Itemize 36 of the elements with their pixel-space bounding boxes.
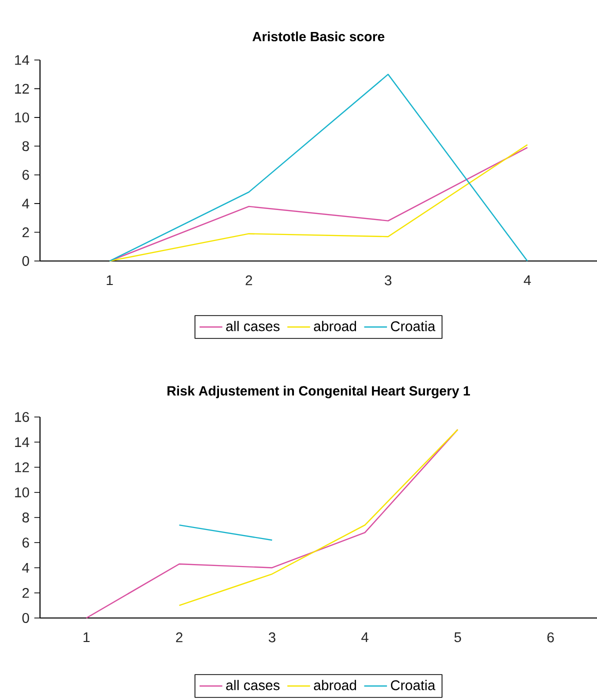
y-tick-label: 0 [22,613,30,623]
legend-label: abroad [314,680,356,690]
legend-label: Croatia [390,320,436,332]
chart-title: Risk Adjustement in Congenital Heart Surgery 1 [168,386,470,398]
legend-label: Croatia [390,680,436,690]
chart-title: Aristotle Basic score [252,31,384,42]
y-tick-label: 8 [22,512,29,522]
x-tick-label: 2 [246,275,252,286]
legend-label: all cases [226,320,280,332]
x-tick-label: 1 [84,632,90,642]
x-tick-label: 3 [268,632,276,642]
y-tick-label: 10 [15,487,30,498]
y-tick-label: 2 [22,227,29,238]
y-tick-label: 12 [15,462,29,472]
y-tick-label: 6 [22,538,29,548]
y-tick-label: 4 [22,198,30,208]
x-tick-label: 4 [361,632,368,642]
x-tick-label: 3 [384,275,392,286]
y-tick-label: 16 [15,412,29,422]
y-tick-label: 0 [22,256,30,266]
y-tick-label: 4 [22,562,30,573]
y-tick-label: 10 [15,112,30,122]
x-tick-label: 5 [454,632,462,642]
y-tick-label: 14 [15,437,30,447]
y-tick-label: 14 [15,55,30,65]
y-tick-label: 8 [22,141,29,152]
y-tick-label: 12 [15,84,29,94]
legend-label: all cases [226,680,280,690]
legend-label: abroad [314,320,356,332]
x-tick-label: 4 [524,275,531,286]
x-tick-label: 2 [176,632,182,642]
y-tick-label: 2 [22,588,29,598]
x-tick-label: 1 [106,275,113,286]
line-series [178,428,458,606]
x-tick-label: 6 [547,632,554,642]
y-tick-label: 6 [22,170,29,180]
